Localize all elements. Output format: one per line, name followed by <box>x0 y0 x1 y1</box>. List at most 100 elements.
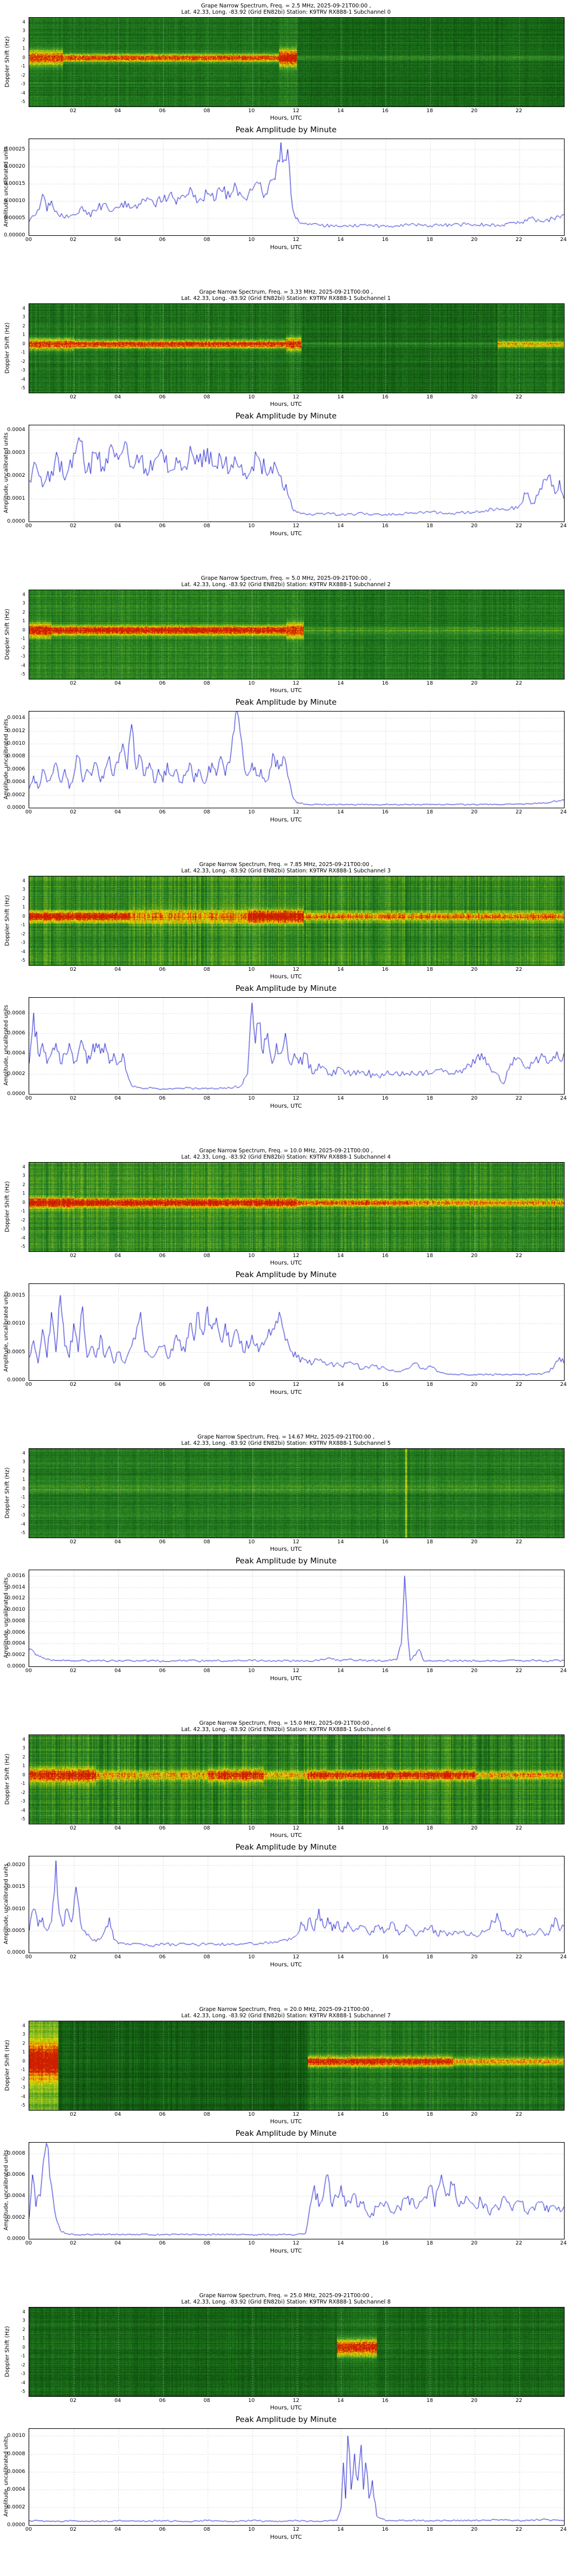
x-tick-label: 16 <box>382 1954 389 1960</box>
spectrogram-title-line1: Grape Narrow Spectrum, Freq. = 5.0 MHz, … <box>201 575 371 582</box>
y-tick-label: 2 <box>22 1182 25 1187</box>
subchannel-section: Grape Narrow Spectrum, Freq. = 14.67 MHz… <box>0 1431 572 1717</box>
y-tick-label: -2 <box>21 1503 25 1509</box>
amplitude-plot-title: Peak Amplitude by Minute <box>235 2415 337 2424</box>
y-tick-label: 0.0006 <box>7 1629 26 1635</box>
amplitude-plot-title: Peak Amplitude by Minute <box>235 125 337 135</box>
x-tick-label: 06 <box>159 1382 166 1388</box>
subchannel-section: Grape Narrow Spectrum, Freq. = 7.85 MHz,… <box>0 859 572 1145</box>
subchannel-section: Grape Narrow Spectrum, Freq. = 3.33 MHz,… <box>0 286 572 572</box>
y-tick-label: 0.0015 <box>7 1884 26 1890</box>
x-tick-label: 04 <box>114 108 121 114</box>
doppler-spectrogram-plot <box>29 1735 565 1824</box>
x-tick-label: 16 <box>382 1382 389 1388</box>
amplitude-y-tick-labels: 0.0000 0.0005 0.0010 0.0015 <box>0 1283 27 1383</box>
x-tick-label: 22 <box>515 1096 522 1101</box>
y-tick-label: 0.0014 <box>7 1584 26 1590</box>
spectrogram-title-line1: Grape Narrow Spectrum, Freq. = 10.0 MHz,… <box>199 1148 373 1154</box>
x-tick-label: 12 <box>292 2112 300 2117</box>
y-tick-label: 0.0004 <box>7 1050 26 1057</box>
x-tick-label: 18 <box>426 1668 433 1674</box>
x-tick-label: 16 <box>382 1668 389 1674</box>
amplitude-x-axis-label: Hours, UTC <box>270 531 302 537</box>
x-tick-label: 00 <box>25 1954 32 1960</box>
x-tick-label: 00 <box>25 2241 32 2246</box>
y-tick-label: 0 <box>22 913 25 919</box>
amplitude-y-tick-labels: 0.0000 0.0002 0.0004 0.0006 0.0008 0.0010 <box>0 2428 27 2528</box>
x-tick-label: 04 <box>114 809 121 815</box>
x-tick-label: 20 <box>471 394 478 400</box>
y-tick-label: -3 <box>21 654 25 659</box>
x-tick-label: 18 <box>426 108 433 114</box>
spectrogram-title-line2: Lat. 42.33, Long. -83.92 (Grid EN82bi) S… <box>181 1440 391 1447</box>
x-tick-label: 12 <box>292 2241 300 2246</box>
y-tick-label: -1 <box>21 1781 25 1787</box>
x-tick-label: 12 <box>292 1382 300 1388</box>
spectrogram-title-line2: Lat. 42.33, Long. -83.92 (Grid EN82bi) S… <box>181 1726 391 1733</box>
x-tick-label: 22 <box>515 1826 522 1831</box>
y-tick-label: 2 <box>22 1754 25 1760</box>
x-tick-label: 06 <box>159 2241 166 2246</box>
amplitude-plot-title: Peak Amplitude by Minute <box>235 984 337 993</box>
x-tick-label: 20 <box>471 1096 478 1101</box>
x-tick-label: 00 <box>25 1096 32 1101</box>
amplitude-x-tick-labels: 00 02 04 06 08 10 12 14 16 18 20 22 24 <box>0 809 572 816</box>
y-tick-label: 0.0002 <box>7 2504 26 2510</box>
amplitude-x-axis-label: Hours, UTC <box>270 2534 302 2541</box>
spectrogram-title-line2: Lat. 42.33, Long. -83.92 (Grid EN82bi) S… <box>181 2299 391 2305</box>
y-tick-label: 0.00005 <box>3 215 25 221</box>
x-tick-label: 20 <box>471 237 478 243</box>
x-tick-label: 16 <box>382 2398 389 2404</box>
x-tick-label: 10 <box>248 2398 255 2404</box>
x-tick-label: 08 <box>203 237 210 243</box>
spectrogram-x-tick-labels: 02 04 06 08 10 12 14 16 18 20 22 <box>0 108 572 115</box>
x-tick-label: 00 <box>25 237 32 243</box>
peak-amplitude-plot <box>29 2428 565 2526</box>
x-tick-label: 02 <box>70 1382 77 1388</box>
x-tick-label: 06 <box>159 1954 166 1960</box>
x-tick-label: 14 <box>337 1954 344 1960</box>
amplitude-y-tick-labels: 0.0000 0.0001 0.0002 0.0003 0.0004 <box>0 425 27 524</box>
y-tick-label: 3 <box>22 600 25 606</box>
x-tick-label: 16 <box>382 681 389 686</box>
x-tick-label: 22 <box>515 681 522 686</box>
x-tick-label: 04 <box>114 1954 121 1960</box>
amplitude-x-tick-labels: 00 02 04 06 08 10 12 14 16 18 20 22 24 <box>0 237 572 244</box>
x-tick-label: 08 <box>203 394 210 400</box>
doppler-spectrogram-plot <box>29 1162 565 1252</box>
x-tick-label: 08 <box>203 1382 210 1388</box>
x-tick-label: 12 <box>292 394 300 400</box>
x-tick-label: 22 <box>515 809 522 815</box>
x-tick-label: 22 <box>515 394 522 400</box>
x-tick-label: 06 <box>159 967 166 973</box>
y-tick-label: 4 <box>22 1450 25 1456</box>
x-tick-label: 06 <box>159 2398 166 2404</box>
y-tick-label: 0.0006 <box>7 766 26 772</box>
y-tick-label: 2 <box>22 37 25 42</box>
x-tick-label: 12 <box>292 2398 300 2404</box>
y-tick-label: 0.0004 <box>7 2486 26 2492</box>
x-tick-label: 06 <box>159 681 166 686</box>
x-tick-label: 24 <box>560 2241 567 2246</box>
x-tick-label: 24 <box>560 2527 567 2532</box>
y-tick-label: 4 <box>22 19 25 25</box>
x-tick-label: 10 <box>248 1826 255 1831</box>
x-tick-label: 12 <box>292 681 300 686</box>
x-tick-label: 04 <box>114 2398 121 2404</box>
x-tick-label: 06 <box>159 2112 166 2117</box>
y-tick-label: -1 <box>21 1495 25 1500</box>
x-tick-label: 10 <box>248 394 255 400</box>
x-tick-label: 04 <box>114 1826 121 1831</box>
x-tick-label: 18 <box>426 394 433 400</box>
amplitude-x-tick-labels: 00 02 04 06 08 10 12 14 16 18 20 22 24 <box>0 2527 572 2534</box>
y-tick-label: 0.0002 <box>7 1652 26 1658</box>
x-tick-label: 18 <box>426 1954 433 1960</box>
y-tick-label: 0.0010 <box>7 2433 26 2439</box>
y-tick-label: 1 <box>22 1763 25 1769</box>
amplitude-x-tick-labels: 00 02 04 06 08 10 12 14 16 18 20 22 24 <box>0 523 572 530</box>
x-tick-label: 00 <box>25 809 32 815</box>
x-tick-label: 12 <box>292 237 300 243</box>
y-tick-label: 0.0012 <box>7 1595 26 1602</box>
spectrogram-x-tick-labels: 02 04 06 08 10 12 14 16 18 20 22 <box>0 1253 572 1260</box>
spectrogram-title-line1: Grape Narrow Spectrum, Freq. = 20.0 MHz,… <box>199 2006 373 2013</box>
